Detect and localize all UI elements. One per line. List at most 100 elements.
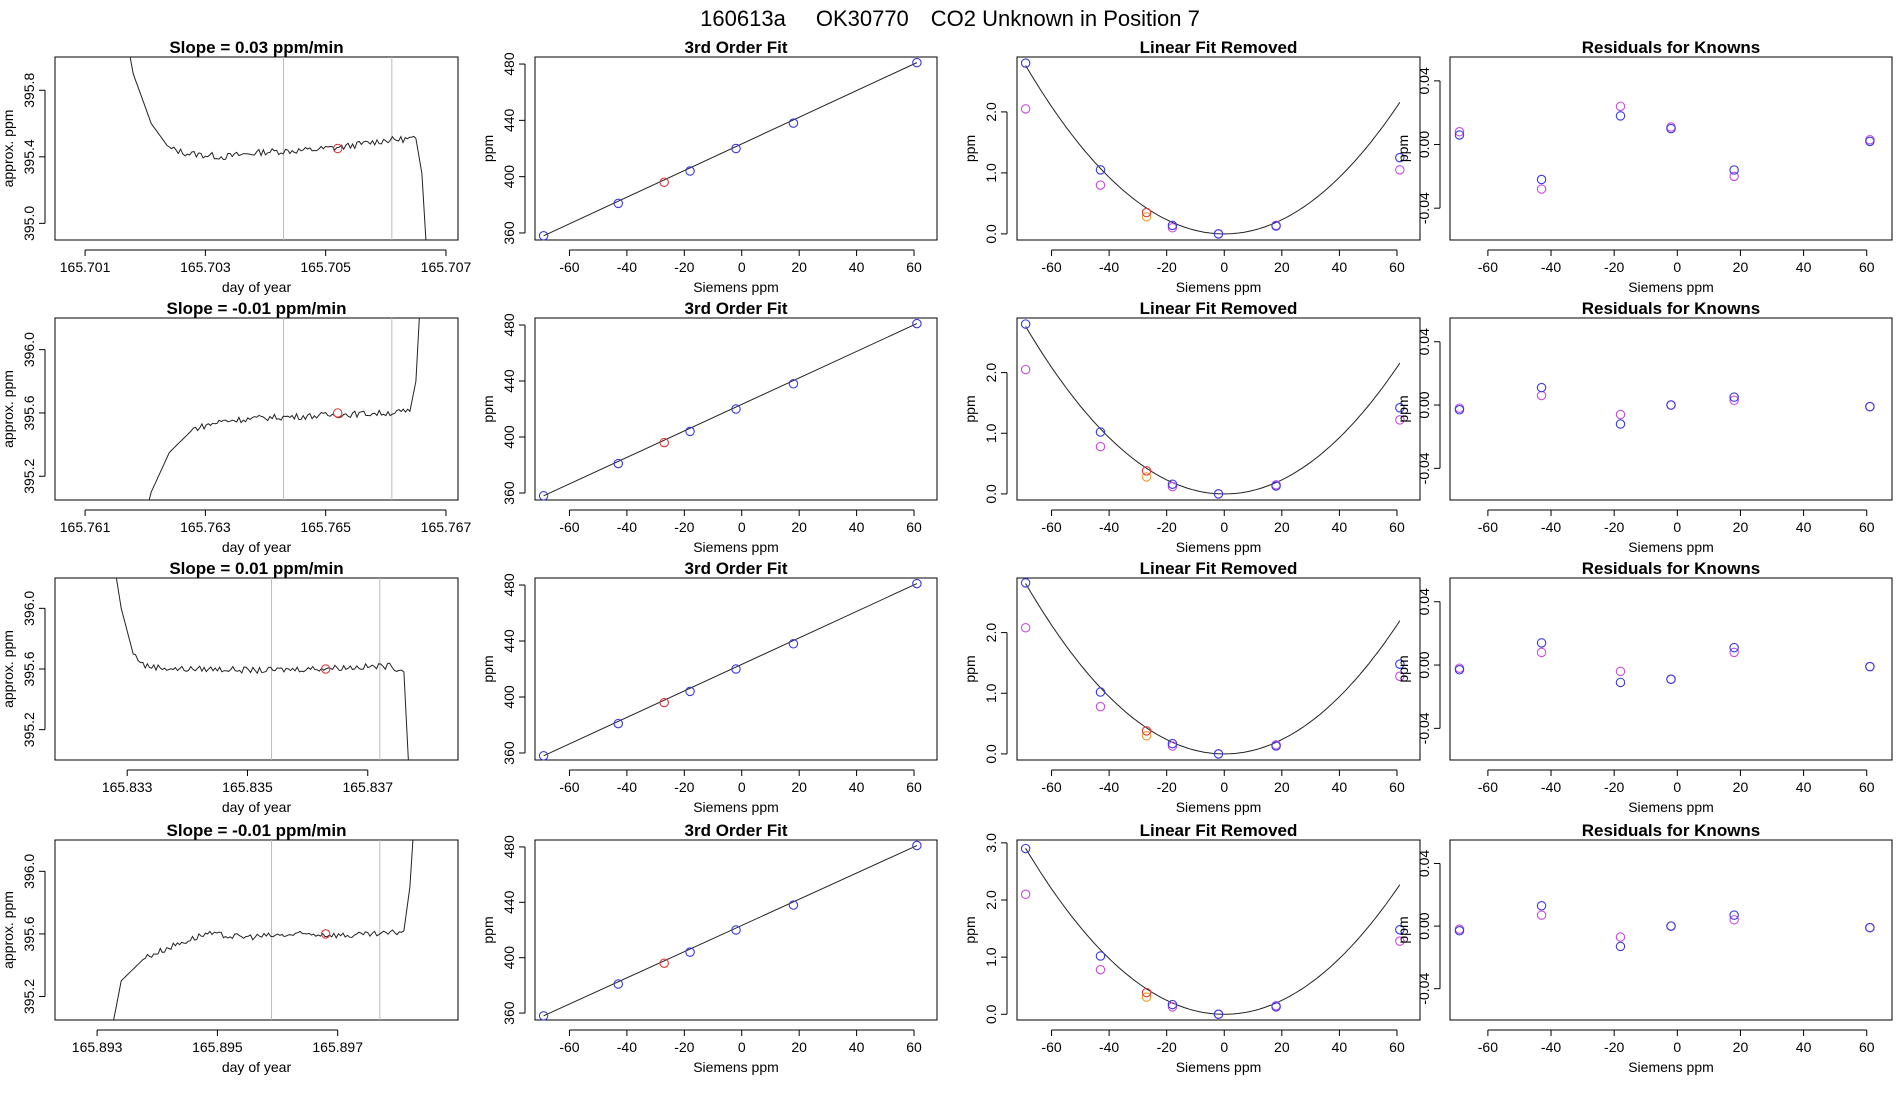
x-tick-label: 0 [1673, 779, 1681, 795]
tank-id: OK30770 [816, 6, 909, 31]
known-raw-point [1020, 364, 1031, 375]
known-raw-point [1095, 964, 1106, 975]
known-fit-point [1395, 924, 1405, 935]
time-series-panel: 165.833 165.835 165.837 395.2 395.6 396.0 day … [0, 559, 459, 815]
y-tick-label: -0.04 [1416, 973, 1432, 1005]
y-axis-label: ppm [962, 395, 978, 422]
known-point [685, 947, 695, 957]
known-fit-point [1271, 741, 1281, 751]
panel-title: 3rd Order Fit [685, 559, 788, 578]
known-raw-point [1020, 104, 1031, 114]
residual-fit-point [1615, 941, 1626, 952]
figure-description: CO2 Unknown in Position 7 [931, 6, 1200, 31]
y-tick-label: 1.0 [983, 163, 999, 183]
y-tick-label: 440 [501, 369, 517, 393]
residual-fit-point [1865, 401, 1875, 412]
x-tick-label: -20 [1157, 259, 1177, 275]
trace-line [115, 578, 409, 760]
y-tick-label: 480 [501, 573, 517, 597]
x-tick-label: 0 [738, 779, 746, 795]
known-fit-point [1271, 221, 1281, 231]
run-id: 160613a [700, 6, 786, 31]
plot-frame [1016, 56, 1421, 241]
y-tick-label: 0.0 [983, 744, 999, 764]
x-tick-label: -60 [1041, 1039, 1061, 1055]
x-axis-label: Siemens ppm [1176, 539, 1262, 555]
y-tick-label: 1.0 [983, 947, 999, 967]
x-tick-label: 20 [1733, 519, 1749, 535]
residual-fit-point [1865, 136, 1875, 147]
y-axis-label: ppm [1395, 655, 1411, 682]
known-raw-point [1395, 936, 1405, 946]
trace-line [129, 57, 427, 240]
known-fit-point [1020, 58, 1031, 68]
figure-title: 160613a OK30770 CO2 Unknown in Position 7 [700, 6, 1200, 31]
known-point [731, 143, 741, 154]
x-tick-label: -40 [1099, 779, 1119, 795]
known-fit-point [1395, 659, 1405, 669]
residual-fit-point [1666, 400, 1676, 410]
quadratic-curve [1025, 65, 1401, 235]
unknown-fit-point [1141, 987, 1152, 998]
known-point [685, 166, 695, 176]
x-axis-label: Siemens ppm [1628, 279, 1714, 295]
known-point [538, 1011, 549, 1021]
x-axis-label: Siemens ppm [1176, 799, 1262, 815]
x-tick-label: 0 [738, 519, 746, 535]
known-raw-point [1095, 701, 1106, 712]
x-axis-label: Siemens ppm [1176, 279, 1262, 295]
y-tick-label: 440 [501, 629, 517, 653]
y-tick-label: 396.0 [21, 591, 37, 626]
known-fit-point [1095, 427, 1106, 437]
x-tick-label: 60 [906, 519, 922, 535]
residual-raw-point [1729, 647, 1739, 658]
x-tick-label: -20 [674, 1039, 694, 1055]
y-tick-label: 1.0 [983, 683, 999, 703]
x-tick-label: 40 [1796, 779, 1812, 795]
residual-fit-point [1865, 922, 1875, 933]
x-tick-label: 165.897 [312, 1039, 363, 1055]
known-point [788, 639, 799, 649]
y-tick-label: 0.0 [983, 224, 999, 244]
plot-frame [54, 317, 459, 501]
known-fit-point [1095, 687, 1106, 697]
known-point [685, 426, 695, 437]
unknown-point [659, 958, 669, 968]
plot-frame [54, 56, 459, 241]
known-point [731, 925, 741, 935]
y-tick-label: 0.00 [1416, 912, 1432, 939]
x-tick-label: -60 [1478, 1039, 1498, 1055]
fit-line [543, 583, 918, 757]
residual-fit-point [1615, 419, 1626, 429]
known-fit-point [1167, 738, 1178, 749]
plot-frame [1016, 839, 1421, 1021]
y-tick-label: 2.0 [983, 102, 999, 122]
x-tick-label: -20 [674, 259, 694, 275]
unknown-fit-point [1141, 466, 1152, 476]
known-fit-point [1213, 1009, 1224, 1020]
known-point [613, 718, 624, 729]
y-tick-label: 0.04 [1416, 850, 1432, 877]
x-tick-label: 165.707 [421, 259, 472, 275]
x-axis-label: Siemens ppm [693, 1059, 779, 1075]
y-tick-label: 480 [501, 313, 517, 337]
x-tick-label: -40 [617, 1039, 637, 1055]
x-axis-label: Siemens ppm [693, 539, 779, 555]
unknown-fit-point [1141, 207, 1152, 218]
x-tick-label: 0 [1673, 1039, 1681, 1055]
y-tick-label: 0.0 [983, 1004, 999, 1024]
y-tick-label: 3.0 [983, 833, 999, 853]
fit-panel: -60 -40 -20 0 20 40 60 360 400 440 480 Siemens ppm p… [480, 559, 938, 815]
unknown-point [659, 177, 669, 188]
linear-removed-panel: -60 -40 -20 0 20 40 60 0.0 1.0 2.0 3.0 Siemens ppm p… [962, 821, 1421, 1075]
y-tick-label: 395.6 [21, 395, 37, 430]
known-fit-point [1395, 403, 1405, 413]
x-tick-label: -60 [1041, 779, 1061, 795]
known-point [685, 686, 695, 697]
y-tick-label: 395.2 [21, 979, 37, 1014]
y-tick-label: -0.04 [1416, 452, 1432, 484]
x-tick-label: 40 [1796, 259, 1812, 275]
panel-title: Linear Fit Removed [1140, 821, 1298, 840]
residual-fit-point [1729, 642, 1739, 653]
